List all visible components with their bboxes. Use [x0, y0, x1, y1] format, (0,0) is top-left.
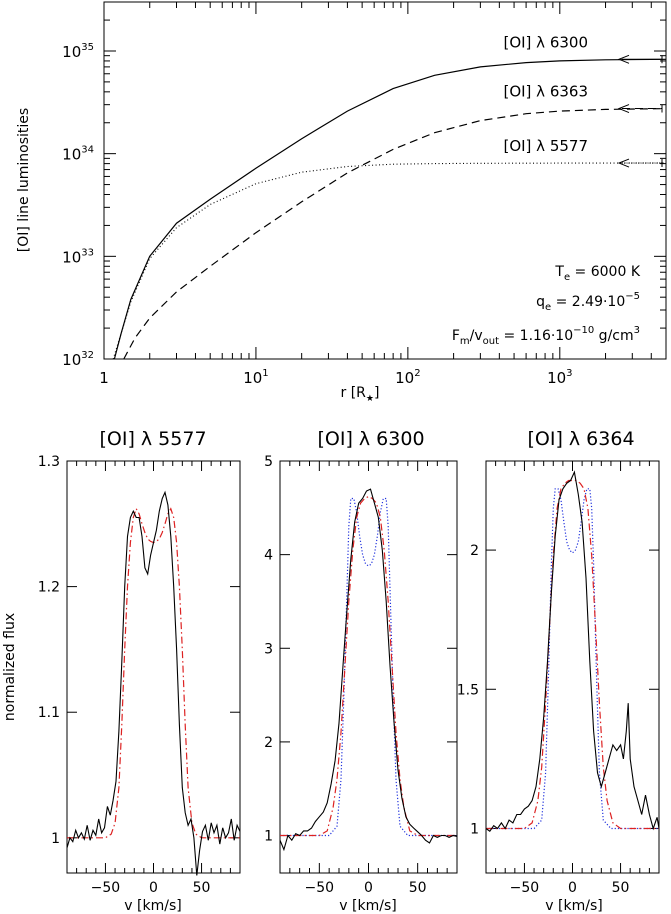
x-tick-label: 1	[99, 369, 109, 387]
y-tick-label: 1034	[62, 145, 94, 164]
luminosity-plot-frame	[103, 1, 667, 360]
series-line-solid	[113, 58, 667, 360]
panel-6300-x-axis-label: v [km/s]	[339, 898, 396, 914]
y-tick-label: 1.3	[38, 454, 60, 470]
y-tick-label: 1033	[62, 247, 94, 266]
arrow-head	[617, 54, 630, 64]
panel-5577-title: [OI] λ 5577	[99, 428, 206, 450]
te-annotation: Te = 6000 K	[554, 264, 640, 283]
series-label-solid: [OI] λ 6300	[503, 33, 588, 51]
y-tick-label: 1	[470, 821, 479, 837]
panel-5577-x-axis-label: v [km/s]	[124, 898, 181, 914]
luminosity-arrows	[617, 54, 663, 168]
x-tick-label: 103	[547, 368, 572, 387]
profile-line-model-red	[280, 495, 457, 837]
panel-6364-frame	[485, 460, 660, 874]
profile-line-observed	[485, 470, 660, 832]
luminosity-y-axis-label: [OI] line luminosities	[16, 108, 32, 252]
y-tick-label: 1	[51, 831, 60, 847]
profile-panel-6364: [OI] λ 6364 −50 0 50 1 1.5 2 v [km/s]	[457, 428, 660, 914]
luminosity-series	[112, 58, 667, 360]
series-label-dashed: [OI] λ 6363	[503, 83, 588, 101]
y-tick-label: 1035	[62, 42, 94, 61]
y-tick-label: 4	[264, 548, 273, 564]
qe-annotation: qe = 2.49·10−5	[536, 291, 640, 313]
y-tick-label: 1.1	[38, 705, 60, 721]
x-tick-label: 102	[395, 368, 420, 387]
y-tick-label: 1	[264, 829, 273, 845]
x-tick-label: 50	[612, 880, 630, 896]
y-tick-label: 1.2	[38, 580, 60, 596]
panel-6300-series	[279, 488, 458, 852]
x-tick-label: −50	[305, 880, 335, 896]
x-tick-label: 101	[243, 368, 268, 387]
y-tick-label: 2	[470, 543, 479, 559]
x-tick-label: 0	[364, 880, 373, 896]
profile-line-model-blue	[280, 497, 457, 837]
y-tick-label: 3	[264, 641, 273, 657]
arrow-head	[617, 158, 630, 168]
series-label-dotted: [OI] λ 5577	[503, 137, 588, 155]
profile-line-observed	[279, 488, 458, 852]
profile-line-model-red	[486, 479, 659, 830]
panel-6364-ticks: −50 0 50 1 1.5 2	[457, 461, 659, 896]
y-tick-label: 2	[264, 735, 273, 751]
x-tick-label: −50	[91, 880, 121, 896]
profile-panel-6300: [OI] λ 6300 −50 0 50 1 2 3 4 5 v [km/s]	[264, 428, 458, 914]
panel-6300-frame	[279, 460, 458, 874]
normalized-flux-y-axis-label: normalized flux	[2, 613, 18, 721]
profile-line-observed	[66, 490, 241, 876]
arrow-head	[617, 104, 630, 114]
panel-6300-title: [OI] λ 6300	[317, 428, 424, 450]
panel-6300-ticks: −50 0 50 1 2 3 4 5	[264, 454, 457, 896]
panel-5577-series	[66, 490, 241, 876]
profile-panel-5577: [OI] λ 5577 −50 0 50 1 1.1 1.2 1.3 v [km/s] no…	[2, 428, 241, 914]
y-tick-label: 1.5	[457, 682, 479, 698]
radius-x-axis-label: r [R★]	[341, 385, 380, 404]
y-tick-label: 1032	[62, 350, 94, 369]
x-tick-label: 0	[149, 880, 158, 896]
panel-6364-title: [OI] λ 6364	[527, 428, 634, 450]
x-tick-label: 0	[568, 880, 577, 896]
x-tick-label: 50	[193, 880, 211, 896]
panel-5577-frame	[66, 460, 241, 874]
x-tick-label: 50	[409, 880, 427, 896]
panel-5577-ticks: −50 0 50 1 1.1 1.2 1.3	[38, 454, 240, 896]
panel-6364-x-axis-label: v [km/s]	[545, 898, 602, 914]
luminosity-series-labels: [OI] λ 6300 [OI] λ 6363 [OI] λ 5577	[503, 33, 588, 155]
panel-6364-series	[485, 470, 660, 832]
fm-annotation: Fm/vout = 1.16·10−10 g/cm3	[452, 325, 640, 347]
series-line-dotted	[112, 162, 666, 360]
x-tick-label: −50	[510, 880, 540, 896]
profile-line-model-red	[67, 507, 240, 839]
y-tick-label: 5	[264, 454, 273, 470]
luminosity-ticks: 1 101 102 103 1032 1033 1034 1035	[62, 1, 667, 387]
